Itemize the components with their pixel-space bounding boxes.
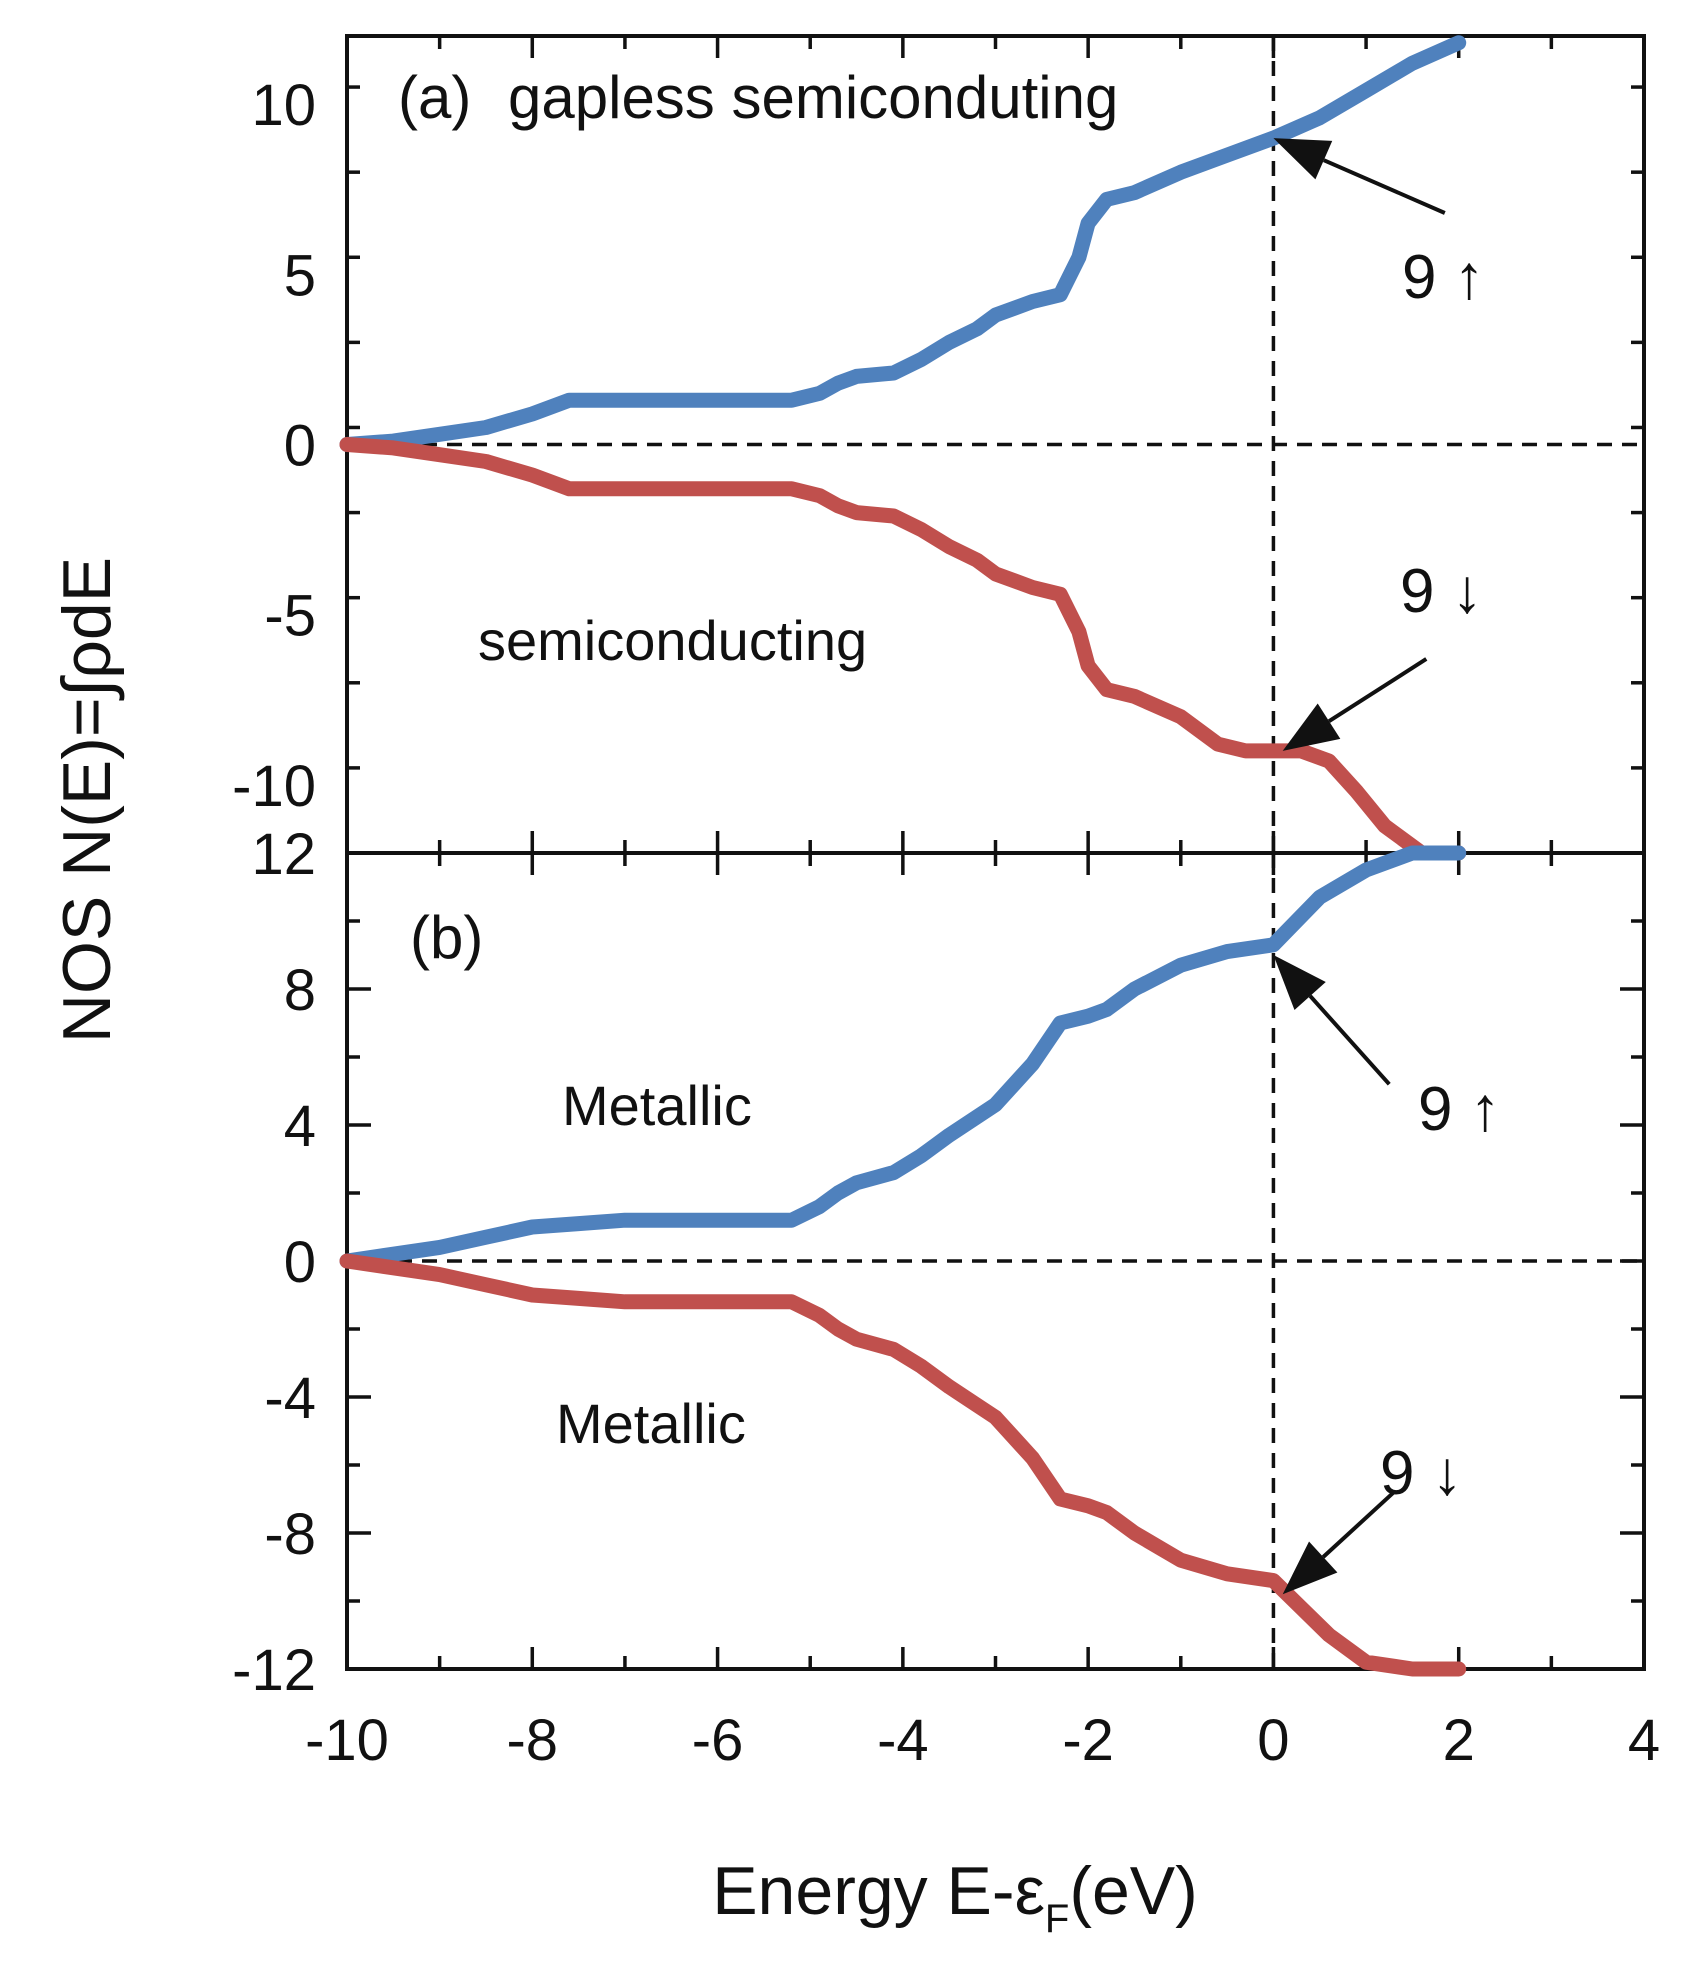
panel-a-spin-down-arrow-head: [1282, 703, 1341, 751]
panel-b-spin-down-annotation: 9 ↓: [1380, 1439, 1463, 1508]
x-tick-label: 2: [1443, 1708, 1475, 1773]
panel-b-spin-down-line: [339, 1253, 1467, 1677]
panel-a-y-tick-label: 10: [251, 73, 316, 138]
panel-b-spin-down-arrow-head: [1282, 1541, 1338, 1595]
panel-b-spin-down-arrow-shaft: [1321, 1490, 1396, 1559]
panel-b-y-tick-label: 4: [284, 1094, 316, 1159]
panel-b-y-tick-label: -12: [232, 1638, 316, 1703]
x-tick-label: -10: [305, 1708, 389, 1773]
panel-a-y-tick-label: 12: [251, 822, 316, 887]
x-axis-title-unit: (eV): [1069, 1853, 1197, 1929]
x-axis-title-main: Energy E-: [712, 1853, 1014, 1929]
x-tick-label: 4: [1628, 1708, 1660, 1773]
panel-a-y-tick-label: 0: [284, 414, 316, 479]
y-axis-title: NOS N(E)=∫ρdE: [49, 557, 125, 1043]
panel-b-spin-up-annotation: 9 ↑: [1418, 1075, 1501, 1144]
panel-b-spin-down-state-label: Metallic: [556, 1392, 746, 1455]
panel-a-y-tick-label: 5: [284, 243, 316, 308]
panel-a-spin-up-arrow-head: [1273, 138, 1333, 180]
panel-a-title: gapless semiconduting: [508, 64, 1118, 131]
panel-b: 8 4 0 -4 -8 -12 (b) Metallic Metallic 9 ↑ 9 ↓: [232, 845, 1646, 1703]
x-axis-title-subscript: F: [1045, 1897, 1069, 1941]
panel-b-spin-up-state-label: Metallic: [562, 1074, 752, 1137]
panel-a-spin-up-line: [339, 35, 1467, 452]
panel-b-label: (b): [410, 904, 483, 971]
panel-a-spin-down-line: [339, 437, 1467, 861]
panel-a-y-tick-label: -10: [232, 754, 316, 819]
x-tick-label: -2: [1062, 1708, 1114, 1773]
x-tick-label: -4: [877, 1708, 929, 1773]
x-tick-label: -6: [692, 1708, 744, 1773]
panel-a-y-tick-label: -5: [264, 584, 316, 649]
panel-a-spin-down-arrow-shaft: [1327, 657, 1428, 723]
panel-b-y-tick-label: -4: [264, 1366, 316, 1431]
x-axis-title: Energy E-εF(eV): [712, 1853, 1198, 1941]
panel-a-spin-down-state-label: semiconducting: [478, 609, 867, 672]
panel-b-spin-up-arrow-shaft: [1308, 994, 1391, 1086]
panel-b-spin-up-line: [339, 845, 1467, 1269]
panel-b-y-tick-label: 0: [284, 1230, 316, 1295]
panel-a-spin-up-annotation: 9 ↑: [1402, 243, 1485, 312]
panel-a-label: (a): [398, 64, 471, 131]
x-tick-labels: -10 -8 -6 -4 -2 0 2 4: [305, 1708, 1660, 1773]
panel-b-spin-up-arrow-head: [1273, 955, 1326, 1010]
x-tick-label: 0: [1257, 1708, 1289, 1773]
panel-a-spin-down-annotation: 9 ↓: [1400, 557, 1483, 626]
panel-a-spin-up-arrow-shaft: [1323, 158, 1446, 215]
panel-b-y-tick-label: -8: [264, 1502, 316, 1567]
x-tick-label: -8: [506, 1708, 558, 1773]
panel-b-y-tick-label: 8: [284, 958, 316, 1023]
x-axis-title-symbol: ε: [1015, 1853, 1045, 1929]
